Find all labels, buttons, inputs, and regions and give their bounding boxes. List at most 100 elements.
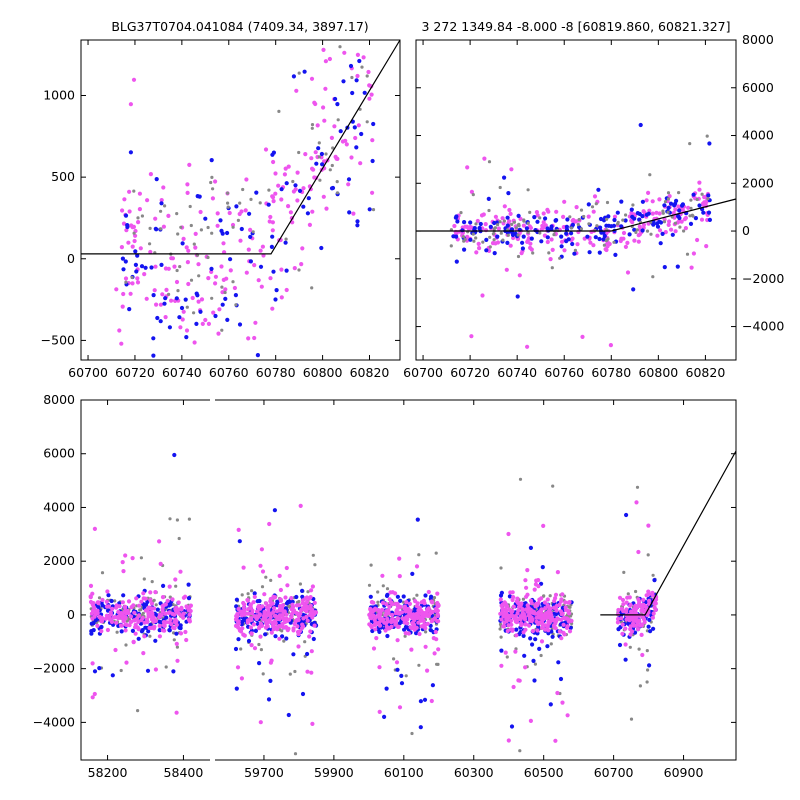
data-point-primary (586, 214, 591, 219)
data-point-primary (588, 240, 593, 245)
data-point-primary (546, 628, 551, 633)
data-point-primary (141, 651, 146, 656)
data-point-reference (210, 175, 214, 179)
data-point-reference (139, 556, 143, 560)
data-point-primary (505, 628, 510, 634)
data-point-primary (541, 523, 546, 529)
data-point-secondary (335, 102, 340, 107)
data-point-primary (367, 96, 372, 101)
data-point-secondary (509, 724, 515, 729)
data-point-primary (234, 614, 239, 619)
data-point-reference (518, 749, 522, 753)
x-tick-label: 58200 (88, 765, 128, 780)
data-point-reference (324, 152, 328, 156)
data-point-primary (270, 306, 275, 311)
data-point-primary (271, 627, 276, 632)
data-point-primary (298, 503, 303, 508)
data-point-secondary (613, 252, 618, 257)
data-point-primary (260, 569, 266, 574)
data-point-primary (88, 583, 94, 589)
data-point-primary (697, 180, 702, 185)
data-point-reference (179, 225, 183, 229)
data-point-primary (157, 614, 163, 619)
data-point-primary (172, 626, 177, 631)
data-point-primary (673, 207, 678, 212)
data-point-primary (632, 238, 637, 243)
data-point-primary (513, 649, 518, 654)
data-point-secondary (284, 268, 289, 273)
data-point-secondary (548, 702, 553, 707)
data-point-primary (655, 233, 660, 238)
data-point-reference (124, 643, 128, 647)
data-point-primary (284, 287, 289, 293)
data-point-primary (241, 600, 246, 606)
data-point-primary (565, 713, 570, 718)
data-point-secondary (164, 615, 169, 620)
data-point-primary (499, 663, 504, 668)
data-point-primary (567, 629, 573, 634)
data-point-reference (459, 211, 463, 215)
data-point-secondary (697, 203, 702, 208)
data-point-secondary (273, 634, 278, 639)
data-point-primary (122, 614, 127, 620)
data-point-primary (394, 660, 400, 665)
y-tick-label: 6000 (43, 446, 75, 461)
data-point-primary (395, 611, 401, 616)
data-point-secondary (637, 217, 642, 222)
data-point-primary (506, 738, 511, 743)
data-point-reference (474, 222, 478, 226)
data-point-primary (145, 198, 150, 203)
data-point-reference (605, 217, 609, 221)
data-point-primary (153, 264, 158, 269)
data-point-primary (309, 588, 314, 593)
data-point-secondary (266, 697, 272, 702)
data-point-secondary (371, 121, 376, 127)
data-point-primary (312, 100, 317, 105)
data-point-secondary (133, 262, 138, 267)
data-point-reference (471, 232, 475, 236)
data-point-reference (288, 672, 292, 676)
data-point-primary (546, 209, 551, 214)
data-point-primary (534, 210, 540, 215)
panel-top-left-model-line (81, 39, 401, 255)
data-point-primary (100, 597, 105, 603)
data-point-primary (124, 228, 129, 233)
data-point-secondary (632, 227, 637, 232)
data-point-primary (275, 627, 280, 632)
data-point-primary (215, 211, 220, 216)
data-point-primary (146, 610, 151, 615)
data-point-secondary (154, 177, 159, 182)
data-point-primary (634, 606, 639, 611)
data-point-primary (278, 587, 283, 593)
data-point-primary (641, 209, 646, 214)
data-point-secondary (532, 215, 537, 220)
data-point-primary (526, 237, 531, 243)
data-point-primary (604, 247, 609, 253)
data-point-secondary (691, 192, 696, 197)
data-point-reference (317, 141, 321, 145)
data-point-primary (323, 86, 328, 91)
data-point-primary (187, 162, 192, 167)
data-point-reference (481, 240, 485, 244)
data-point-reference (649, 232, 653, 236)
x-tick-label: 60700 (68, 365, 108, 380)
data-point-secondary (248, 259, 253, 264)
data-point-primary (550, 247, 555, 252)
data-point-primary (435, 591, 440, 596)
data-point-primary (419, 600, 424, 605)
data-point-reference (518, 477, 523, 481)
data-point-primary (404, 621, 410, 626)
data-point-primary (124, 660, 129, 665)
data-point-secondary (130, 628, 135, 634)
data-point-primary (289, 615, 294, 620)
data-point-primary (620, 597, 626, 603)
data-point-primary (510, 608, 515, 614)
data-point-secondary (559, 244, 564, 249)
data-point-primary (278, 597, 283, 602)
data-point-reference (381, 584, 385, 588)
data-point-reference (317, 155, 321, 159)
data-point-primary (265, 612, 270, 618)
data-point-primary (297, 629, 302, 634)
data-point-primary (657, 211, 662, 216)
data-point-secondary (158, 319, 163, 324)
